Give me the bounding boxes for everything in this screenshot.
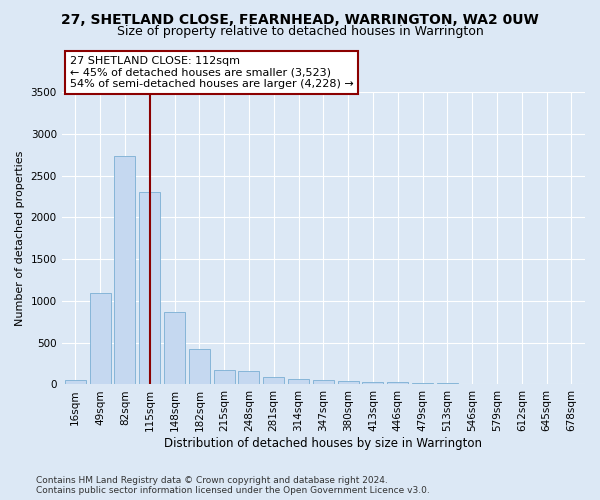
Bar: [313, 380, 334, 384]
Bar: [387, 382, 408, 384]
Bar: [263, 377, 284, 384]
Bar: [189, 350, 210, 384]
Bar: [65, 380, 86, 384]
Bar: [139, 192, 160, 384]
X-axis label: Distribution of detached houses by size in Warrington: Distribution of detached houses by size …: [164, 437, 482, 450]
Text: Contains HM Land Registry data © Crown copyright and database right 2024.
Contai: Contains HM Land Registry data © Crown c…: [36, 476, 430, 495]
Text: 27 SHETLAND CLOSE: 112sqm
← 45% of detached houses are smaller (3,523)
54% of se: 27 SHETLAND CLOSE: 112sqm ← 45% of detac…: [70, 56, 353, 89]
Bar: [89, 292, 110, 384]
Text: 27, SHETLAND CLOSE, FEARNHEAD, WARRINGTON, WA2 0UW: 27, SHETLAND CLOSE, FEARNHEAD, WARRINGTO…: [61, 12, 539, 26]
Bar: [164, 312, 185, 384]
Bar: [214, 370, 235, 384]
Text: Size of property relative to detached houses in Warrington: Size of property relative to detached ho…: [116, 25, 484, 38]
Bar: [412, 383, 433, 384]
Bar: [362, 382, 383, 384]
Bar: [238, 371, 259, 384]
Y-axis label: Number of detached properties: Number of detached properties: [15, 150, 25, 326]
Bar: [338, 381, 359, 384]
Bar: [115, 156, 136, 384]
Bar: [437, 383, 458, 384]
Bar: [288, 380, 309, 384]
